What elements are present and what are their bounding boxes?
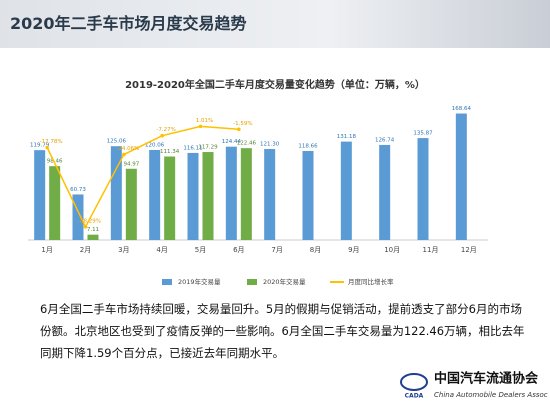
bar bbox=[49, 166, 61, 240]
legend-swatch bbox=[162, 279, 172, 285]
bar bbox=[149, 149, 161, 240]
chart-title: 2019-2020年全国二手车月度交易量变化趋势（单位：万辆，%） bbox=[125, 78, 425, 91]
bar bbox=[202, 152, 214, 240]
bar bbox=[72, 194, 84, 240]
x-tick-label: 9月 bbox=[348, 246, 359, 254]
legend-label: 2019年交易量 bbox=[178, 277, 221, 286]
value-label: 124.44 bbox=[222, 139, 242, 145]
value-label: 94.97 bbox=[123, 161, 139, 167]
bar bbox=[379, 144, 391, 240]
value-label: -88.29% bbox=[78, 218, 101, 224]
logo-name: 中国汽车流通协会 bbox=[434, 371, 539, 387]
x-tick-label: 11月 bbox=[423, 246, 439, 254]
line-point bbox=[122, 152, 126, 157]
x-tick-label: 1月 bbox=[41, 246, 52, 254]
chart: 2019-2020年全国二手车月度交易量变化趋势（单位：万辆，%） 1月 2月 3月… bbox=[28, 78, 488, 286]
x-tick-label: 7月 bbox=[271, 246, 282, 254]
bar bbox=[264, 149, 276, 240]
legend-label: 2020年交易量 bbox=[263, 277, 306, 286]
value-label: 7.11 bbox=[87, 227, 99, 233]
value-label: 117.29 bbox=[198, 145, 218, 151]
bar bbox=[164, 156, 176, 240]
line-point bbox=[160, 133, 164, 138]
line bbox=[46, 125, 239, 229]
slide-title: 2020年二手车市场月度交易趋势 bbox=[10, 14, 247, 33]
bar bbox=[34, 150, 46, 240]
logo-english: China Automobile Dealers Association bbox=[434, 391, 548, 399]
bar bbox=[87, 234, 99, 240]
body-text: 6月全国二手车市场持续回暖，交易量回升。5月的假期与促销活动，提前透支了部分6月… bbox=[40, 302, 525, 360]
x-tick-label: 2月 bbox=[80, 246, 91, 254]
x-tick-label: 4月 bbox=[156, 246, 167, 254]
value-label: 120.06 bbox=[145, 142, 165, 148]
value-label: 1.01% bbox=[196, 118, 213, 124]
bar bbox=[302, 151, 314, 240]
logo-mark bbox=[400, 373, 428, 391]
legend-swatch bbox=[247, 279, 257, 285]
bar bbox=[455, 113, 467, 240]
value-label: 135.87 bbox=[413, 131, 433, 137]
x-tick-label: 5月 bbox=[195, 246, 206, 254]
value-label: 119.79 bbox=[30, 143, 50, 149]
bar bbox=[417, 138, 429, 240]
value-label: -24.06% bbox=[116, 146, 139, 152]
x-tick-label: 10月 bbox=[384, 246, 400, 254]
x-tick-label: 8月 bbox=[310, 246, 321, 254]
logo: CADA 中国汽车流通协会 China Automobile Dealers A… bbox=[400, 371, 548, 400]
value-label: 121.30 bbox=[260, 142, 280, 148]
bar bbox=[125, 168, 137, 240]
value-label: 131.18 bbox=[337, 134, 357, 140]
bar bbox=[187, 152, 199, 240]
value-label: 98.46 bbox=[47, 159, 63, 165]
value-label: -7.27% bbox=[156, 127, 175, 133]
bar bbox=[240, 148, 252, 240]
value-label: -17.78% bbox=[40, 139, 63, 145]
value-label: 116.11 bbox=[183, 145, 202, 151]
value-label: 122.46 bbox=[237, 141, 257, 147]
line-point bbox=[198, 124, 203, 129]
x-tick-label: 12月 bbox=[461, 246, 477, 254]
value-label: -1.59% bbox=[233, 121, 252, 127]
line-point bbox=[45, 145, 49, 150]
bar bbox=[110, 146, 122, 240]
value-label: 60.73 bbox=[70, 187, 86, 193]
value-label: 118.66 bbox=[298, 144, 318, 150]
x-tick-label: 6月 bbox=[233, 246, 244, 254]
legend-label: 月度同比增长率 bbox=[348, 277, 394, 286]
value-label: 126.74 bbox=[375, 137, 395, 143]
x-tick-label: 3月 bbox=[118, 246, 129, 254]
header: 2020年二手车市场月度交易趋势 bbox=[0, 0, 550, 48]
bar bbox=[225, 146, 237, 240]
value-label: 168.64 bbox=[452, 106, 472, 112]
value-label: 125.06 bbox=[107, 139, 127, 145]
value-label: 111.34 bbox=[160, 149, 180, 155]
line-point bbox=[83, 225, 88, 229]
logo-abbr: CADA bbox=[405, 393, 424, 400]
line-point bbox=[237, 127, 241, 132]
bar bbox=[340, 141, 352, 240]
